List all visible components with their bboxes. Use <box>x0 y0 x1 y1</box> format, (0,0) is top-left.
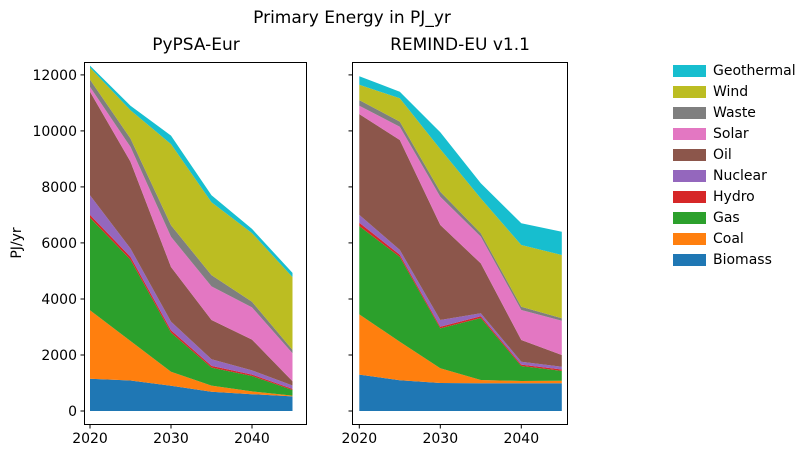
area-coal <box>90 310 293 397</box>
x-tick-label: 2040 <box>503 431 539 447</box>
legend-entry-geothermal: Geothermal <box>673 60 796 81</box>
y-axis-label: PJ/yr <box>9 227 25 259</box>
legend: Geothermal Wind Waste Solar Oil Nuclear Hydro G… <box>673 60 796 271</box>
legend-label: Geothermal <box>713 62 796 79</box>
legend-swatch <box>673 212 706 225</box>
x-tick-label: 2030 <box>153 431 189 447</box>
x-tick-label: 2020 <box>341 431 377 447</box>
legend-label: Wind <box>713 83 749 100</box>
chart-remind-eu: 2020 2030 2040 <box>341 62 568 447</box>
legend-label: Biomass <box>713 252 772 269</box>
legend-swatch <box>673 64 706 77</box>
legend-swatch <box>673 85 706 98</box>
legend-swatch <box>673 254 706 267</box>
legend-entry-gas: Gas <box>673 208 796 229</box>
subplot-title-pypsa-eur: PyPSA-Eur <box>152 35 240 55</box>
area-oil <box>359 114 562 367</box>
x-tick-label: 2030 <box>422 431 458 447</box>
y-tick-label: 12000 <box>32 68 77 84</box>
area-wind <box>90 67 293 350</box>
legend-entry-biomass: Biomass <box>673 250 796 271</box>
area-gas <box>90 217 293 396</box>
x-tick-label: 2040 <box>234 431 270 447</box>
axis-frame <box>352 62 568 425</box>
subplot-title-remind-eu: REMIND-EU v1.1 <box>390 35 530 55</box>
area-waste <box>90 79 293 354</box>
y-tick-label: 6000 <box>41 236 77 252</box>
figure-title: Primary Energy in PJ_yr <box>253 8 451 28</box>
legend-label: Nuclear <box>713 168 767 185</box>
area-oil <box>90 91 293 386</box>
legend-entry-waste: Waste <box>673 102 796 123</box>
legend-swatch <box>673 233 706 246</box>
y-tick-label: 8000 <box>41 180 77 196</box>
y-tick-label: 0 <box>68 404 77 420</box>
legend-entry-coal: Coal <box>673 229 796 250</box>
chart-pypsa-eur: 2020 2030 2040 0 2000 4000 6000 8000 10000 12000 <box>32 62 307 447</box>
legend-label: Solar <box>713 125 749 142</box>
area-wind <box>359 84 562 319</box>
area-solar <box>359 105 562 355</box>
legend-entry-wind: Wind <box>673 81 796 102</box>
y-tick-label: 4000 <box>41 292 77 308</box>
area-solar <box>90 86 293 382</box>
legend-label: Waste <box>713 104 756 121</box>
legend-label: Gas <box>713 210 740 227</box>
area-biomass <box>359 374 562 411</box>
legend-label: Oil <box>713 146 732 163</box>
legend-swatch <box>673 127 706 140</box>
legend-entry-solar: Solar <box>673 123 796 144</box>
y-tick-label: 2000 <box>41 348 77 364</box>
legend-swatch <box>673 148 706 161</box>
legend-swatch <box>673 191 706 204</box>
x-tick-label: 2020 <box>72 431 108 447</box>
area-gas <box>359 226 562 381</box>
area-geothermal <box>359 76 562 255</box>
y-tick-label: 10000 <box>32 124 77 140</box>
area-geothermal <box>90 65 293 278</box>
legend-label: Hydro <box>713 189 755 206</box>
area-biomass <box>90 378 293 411</box>
legend-entry-hydro: Hydro <box>673 187 796 208</box>
legend-label: Coal <box>713 231 744 248</box>
area-coal <box>359 314 562 384</box>
axis-frame <box>84 62 307 425</box>
legend-entry-nuclear: Nuclear <box>673 165 796 186</box>
legend-entry-oil: Oil <box>673 144 796 165</box>
legend-swatch <box>673 106 706 119</box>
legend-swatch <box>673 170 706 183</box>
